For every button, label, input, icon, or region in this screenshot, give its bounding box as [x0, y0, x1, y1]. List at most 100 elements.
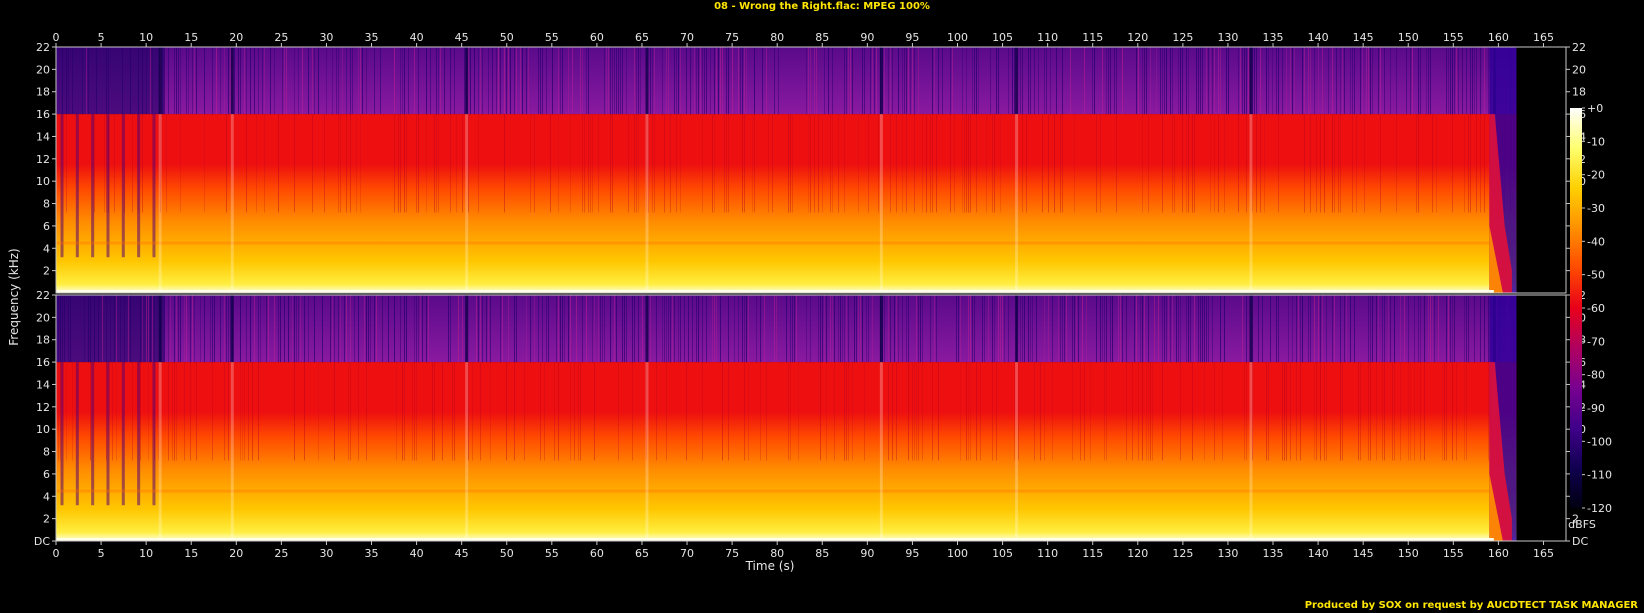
x-tick-label-top: 70 [680, 31, 694, 44]
channel-panel-1 [55, 46, 1567, 294]
y-tick-label-right: 20 [1572, 63, 1586, 76]
below-cutoff-band [56, 114, 1517, 293]
y-tick-label-left: 18 [36, 86, 50, 99]
y-tick-label-left: DC [34, 535, 50, 548]
channel-panel-2 [55, 294, 1567, 542]
y-tick-label-left: 2 [43, 265, 50, 278]
x-tick-label-top: 40 [410, 31, 424, 44]
x-tick-label-bottom: 160 [1488, 547, 1509, 560]
fade-out-region [1489, 295, 1517, 541]
y-tick-label-left: 22 [36, 41, 50, 54]
x-tick-label-top: 65 [635, 31, 649, 44]
x-tick-label-bottom: 115 [1082, 547, 1103, 560]
x-tick-label-top: 60 [590, 31, 604, 44]
x-tick-label-top: 25 [274, 31, 288, 44]
x-tick-label-top: 5 [98, 31, 105, 44]
y-tick-label-right: 2 [1572, 513, 1579, 526]
y-tick-label-left: 10 [36, 175, 50, 188]
x-tick-label-top: 30 [319, 31, 333, 44]
y-tick-label-right: DC [1572, 535, 1588, 548]
below-cutoff-band [56, 362, 1517, 541]
x-tick-label-bottom: 140 [1308, 547, 1329, 560]
x-tick-label-top: 85 [815, 31, 829, 44]
x-tick-label-top: 95 [905, 31, 919, 44]
x-tick-label-top: 35 [365, 31, 379, 44]
colorbar-strip [1570, 108, 1582, 508]
y-tick-label-left: 12 [36, 401, 50, 414]
x-tick-label-bottom: 155 [1443, 547, 1464, 560]
x-tick-label-top: 75 [725, 31, 739, 44]
y-tick-label-left: 4 [43, 242, 50, 255]
x-tick-label-bottom: 145 [1353, 547, 1374, 560]
x-tick-label-bottom: 50 [500, 547, 514, 560]
x-tick-label-bottom: 25 [274, 547, 288, 560]
x-tick-label-bottom: 55 [545, 547, 559, 560]
y-tick-label-left: 14 [36, 378, 50, 391]
colorbar-label: dBFS [1568, 518, 1596, 531]
y-tick-label-left: 6 [43, 220, 50, 233]
above-cutoff-band [56, 47, 1517, 115]
x-tick-label-bottom: 120 [1127, 547, 1148, 560]
x-tick-label-bottom: 100 [947, 547, 968, 560]
colorbar-tick-label: +0 [1587, 102, 1603, 115]
spectrogram-panels [55, 46, 1567, 542]
x-tick-label-bottom: 135 [1263, 547, 1284, 560]
colorbar-tick-label: -20 [1587, 169, 1605, 182]
y-tick-label-left: 20 [36, 311, 50, 324]
x-tick-label-bottom: 105 [992, 547, 1013, 560]
colorbar-tick-label: -100 [1587, 435, 1612, 448]
x-tick-label-top: 100 [947, 31, 968, 44]
colorbar-tick-label: -120 [1587, 502, 1612, 515]
colorbar-tick-label: -80 [1587, 369, 1605, 382]
colorbar-tick-label: -10 [1587, 135, 1605, 148]
panel-frame [55, 294, 1567, 542]
x-tick-label-bottom: 45 [455, 547, 469, 560]
colorbar-tick-label: -40 [1587, 235, 1605, 248]
x-tick-label-top: 10 [139, 31, 153, 44]
dc-band [56, 538, 1494, 541]
x-tick-label-bottom: 130 [1217, 547, 1238, 560]
y-tick-label-left: 2 [43, 513, 50, 526]
y-tick-label-right: 22 [1572, 41, 1586, 54]
x-tick-label-top: 20 [229, 31, 243, 44]
y-tick-label-left: 16 [36, 356, 50, 369]
y-tick-label-left: 18 [36, 334, 50, 347]
colorbar-tick-label: -30 [1587, 202, 1605, 215]
x-tick-label-top: 50 [500, 31, 514, 44]
x-tick-label-bottom: 75 [725, 547, 739, 560]
x-tick-label-top: 160 [1488, 31, 1509, 44]
x-tick-label-top: 45 [455, 31, 469, 44]
y-tick-label-left: 10 [36, 423, 50, 436]
x-tick-label-bottom: 65 [635, 547, 649, 560]
y-axis-label: Frequency (kHz) [7, 248, 21, 345]
x-tick-label-top: 150 [1398, 31, 1419, 44]
colorbar-tick-label: -110 [1587, 469, 1612, 482]
x-tick-label-bottom: 10 [139, 547, 153, 560]
colorbar-tick-label: -70 [1587, 335, 1605, 348]
x-tick-label-top: 120 [1127, 31, 1148, 44]
colorbar-tick-label: -50 [1587, 269, 1605, 282]
x-tick-label-bottom: 40 [410, 547, 424, 560]
chart-title: 08 - Wrong the Right.flac: MPEG 100% [714, 1, 930, 12]
intro-dim-region [56, 47, 165, 115]
x-tick-label-bottom: 70 [680, 547, 694, 560]
x-tick-label-bottom: 60 [590, 547, 604, 560]
x-tick-label-bottom: 20 [229, 547, 243, 560]
x-tick-label-top: 165 [1533, 31, 1554, 44]
x-tick-label-bottom: 125 [1172, 547, 1193, 560]
x-tick-label-top: 115 [1082, 31, 1103, 44]
x-tick-label-top: 130 [1217, 31, 1238, 44]
x-tick-label-top: 105 [992, 31, 1013, 44]
colorbar-tick-label: -90 [1587, 402, 1605, 415]
y-tick-label-left: 8 [43, 198, 50, 211]
dc-band [56, 290, 1494, 293]
spectral-texture [56, 295, 1517, 541]
colorbar-tick-label: -60 [1587, 302, 1605, 315]
y-tick-label-left: 8 [43, 446, 50, 459]
panel-frame [55, 46, 1567, 294]
x-tick-label-top: 155 [1443, 31, 1464, 44]
y-tick-label-left: 14 [36, 130, 50, 143]
x-tick-label-bottom: 0 [53, 547, 60, 560]
x-tick-label-top: 0 [53, 31, 60, 44]
